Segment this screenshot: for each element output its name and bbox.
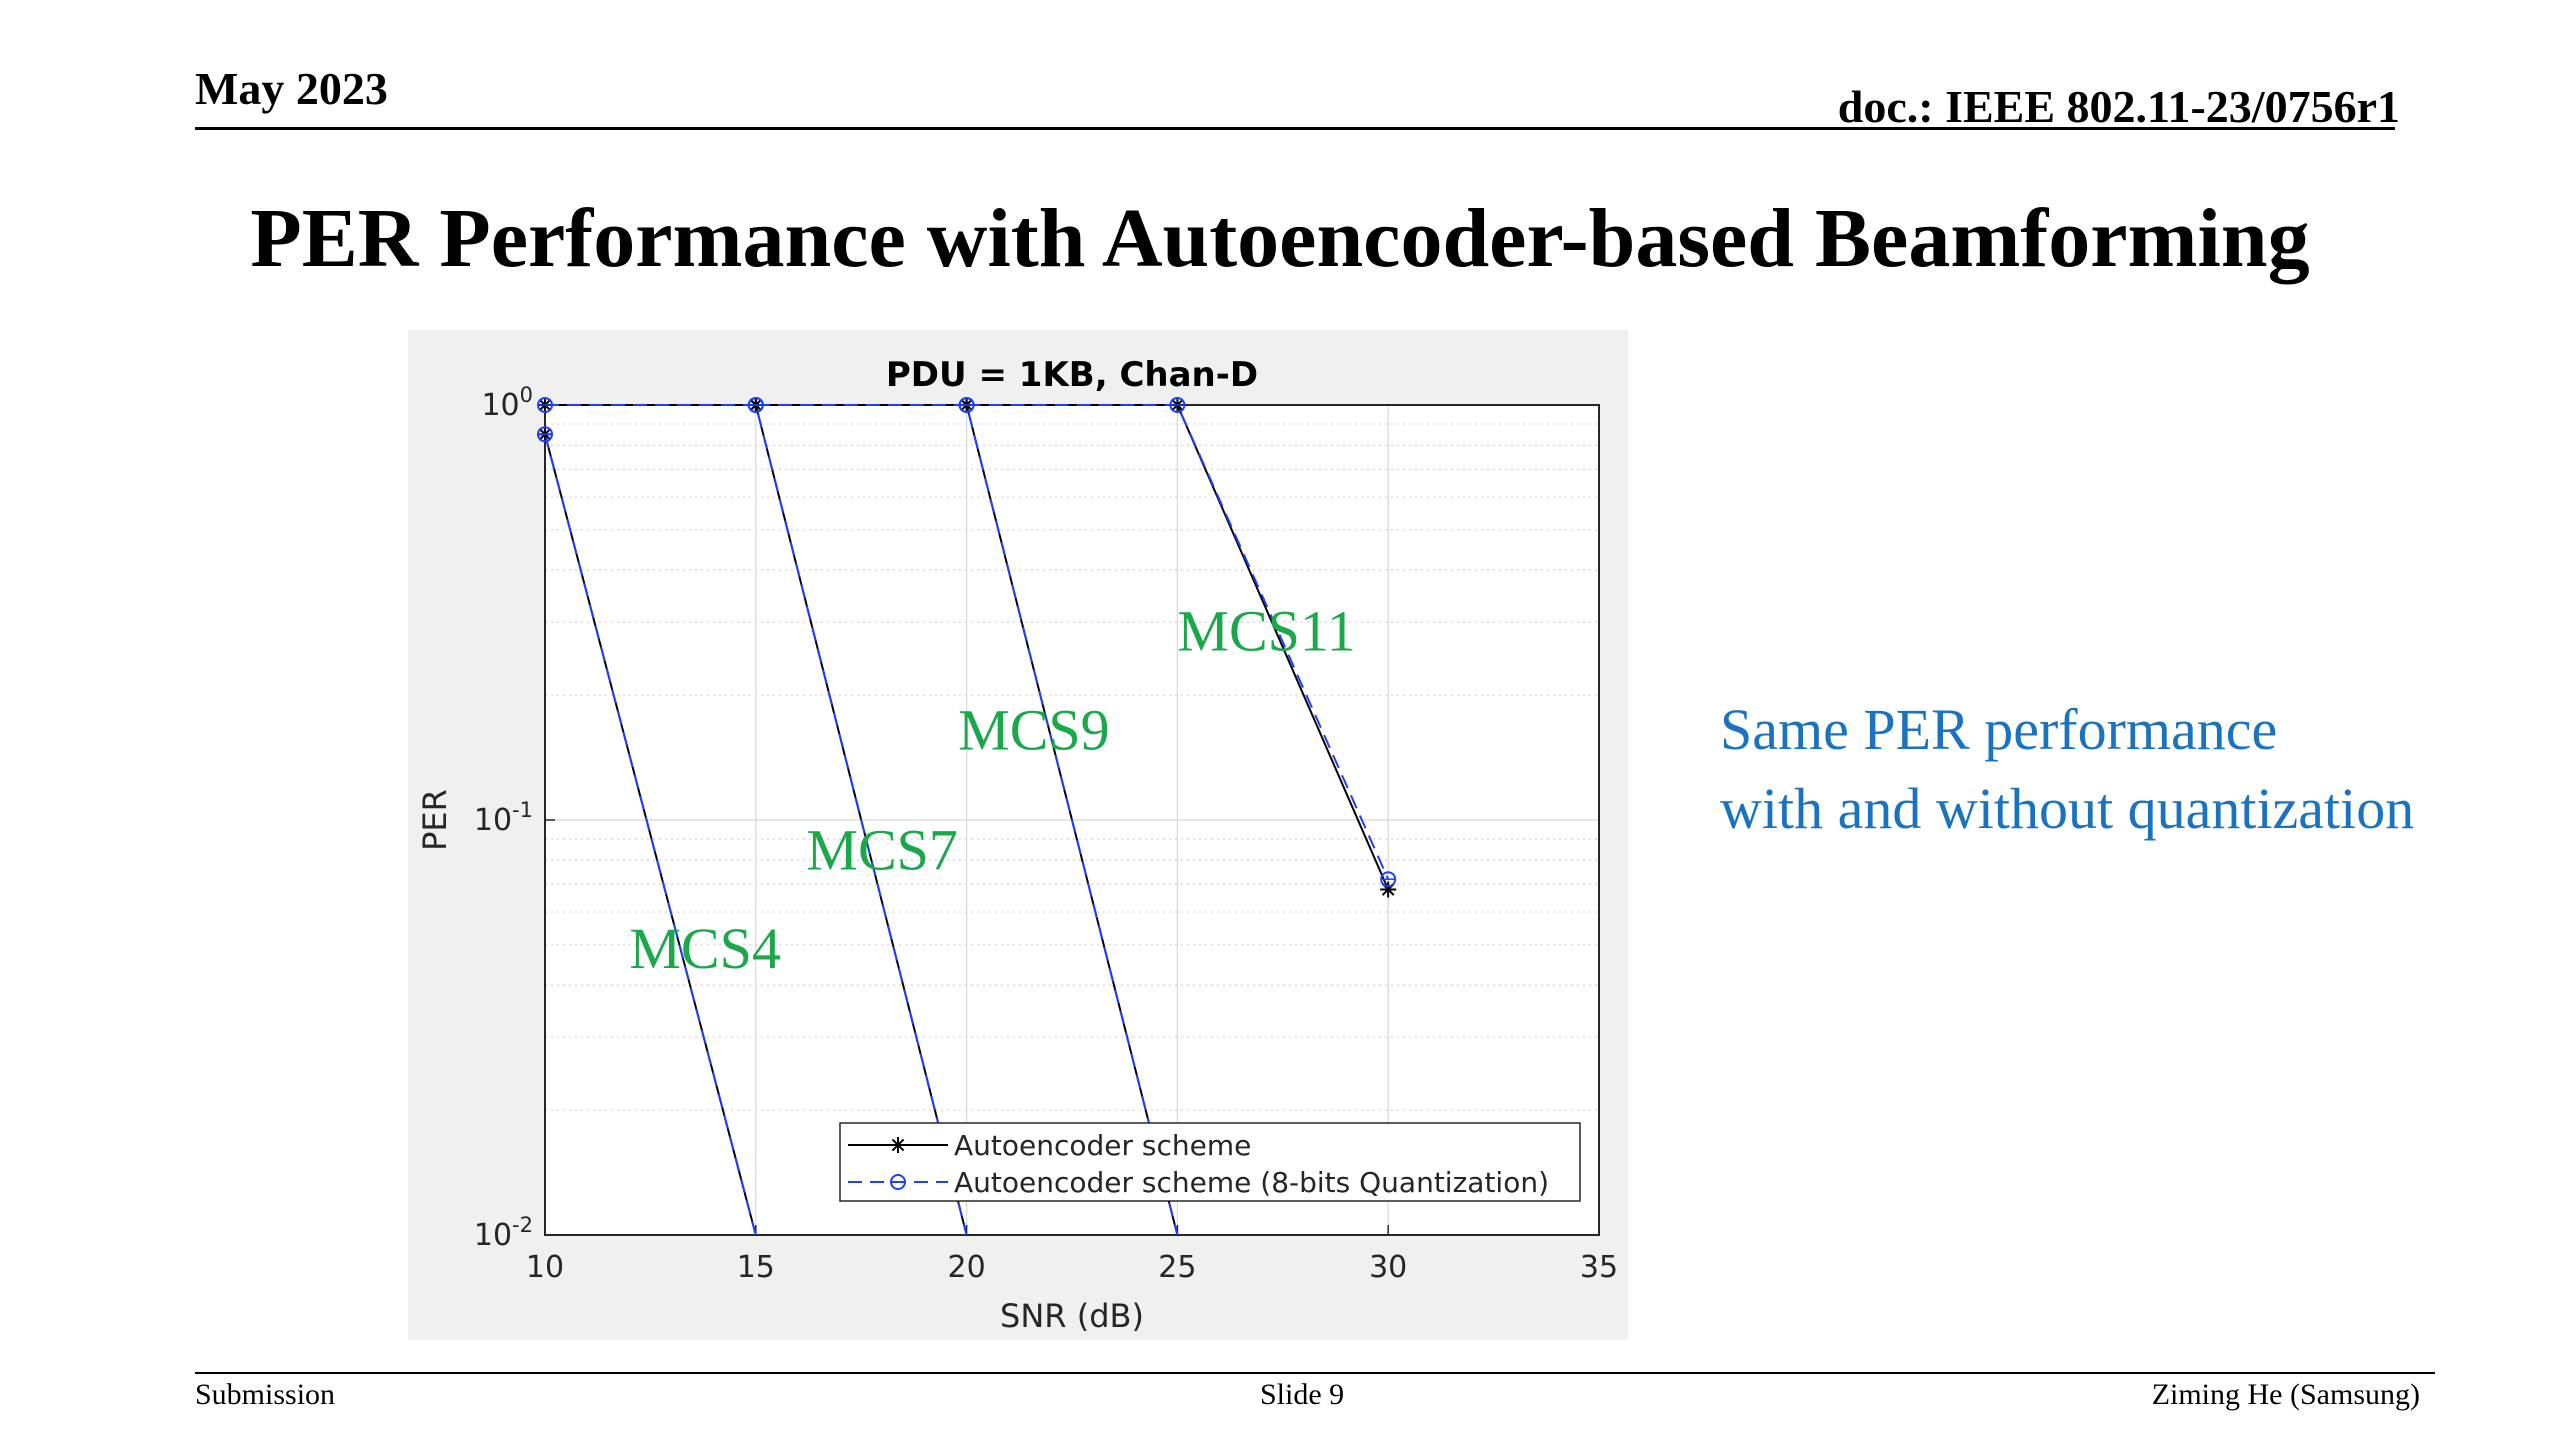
annotation-mcs9: MCS9 [958,697,1110,762]
x-axis-label: SNR (dB) [1000,1297,1144,1335]
x-tick-label: 15 [737,1250,775,1285]
legend: Autoencoder scheme Autoencoder scheme (8-… [839,1122,1581,1202]
header-date: May 2023 [195,63,388,114]
series-markers [537,397,1397,898]
series-2-point [1169,397,1186,413]
note-line-1: Same PER performance [1720,697,2278,762]
series-2-point [537,426,553,443]
footer-slide-number: Slide 9 [1260,1378,1345,1411]
observation-note: Same PER performance with and without qu… [1720,690,2414,848]
series-2-curve-1 [544,434,757,1236]
x-tick-label: 10 [526,1250,564,1285]
annotation-mcs4: MCS4 [629,916,781,981]
x-tick-label: 30 [1369,1250,1407,1285]
legend-box [839,1122,1581,1202]
legend-label: Autoencoder scheme (8-bits Quantization) [954,1166,1549,1199]
footer-author: Ziming He (Samsung) [2151,1378,2420,1411]
series-2-point [958,397,975,413]
series-2-point [747,397,764,413]
x-tick-label: 20 [948,1250,986,1285]
header-doc-id: doc.: IEEE 802.11-23/0756r1 [1837,81,2400,132]
legend-marker [890,1174,906,1190]
note-line-2: with and without quantization [1720,776,2415,841]
footer-divider [195,1372,2435,1374]
y-tick-label: 10-2 [474,1213,533,1253]
footer-submission: Submission [195,1378,336,1411]
chart-title: PDU = 1KB, Chan-D [886,355,1258,395]
slide-title: PER Performance with Autoencoder-based B… [250,192,2310,285]
header-divider [195,127,2395,130]
legend-label: Autoencoder scheme [954,1129,1251,1162]
y-axis-label: PER [416,789,454,851]
series-2-point [1380,871,1397,888]
annotation-mcs7: MCS7 [806,817,958,882]
x-tick-label: 25 [1158,1250,1196,1285]
x-tick-label: 35 [1580,1250,1618,1285]
legend-marker [890,1137,906,1153]
grid-minor [545,423,1599,1111]
y-tick-label: 10-1 [474,798,533,838]
annotation-mcs11: MCS11 [1177,599,1355,664]
y-tick-label: 100 [481,383,533,423]
chart-figure: 10 15 20 25 30 35 100 10-1 10-2 MCS4 MCS7 MCS9 MCS1… [408,330,1628,1340]
series-2-point [537,397,553,413]
